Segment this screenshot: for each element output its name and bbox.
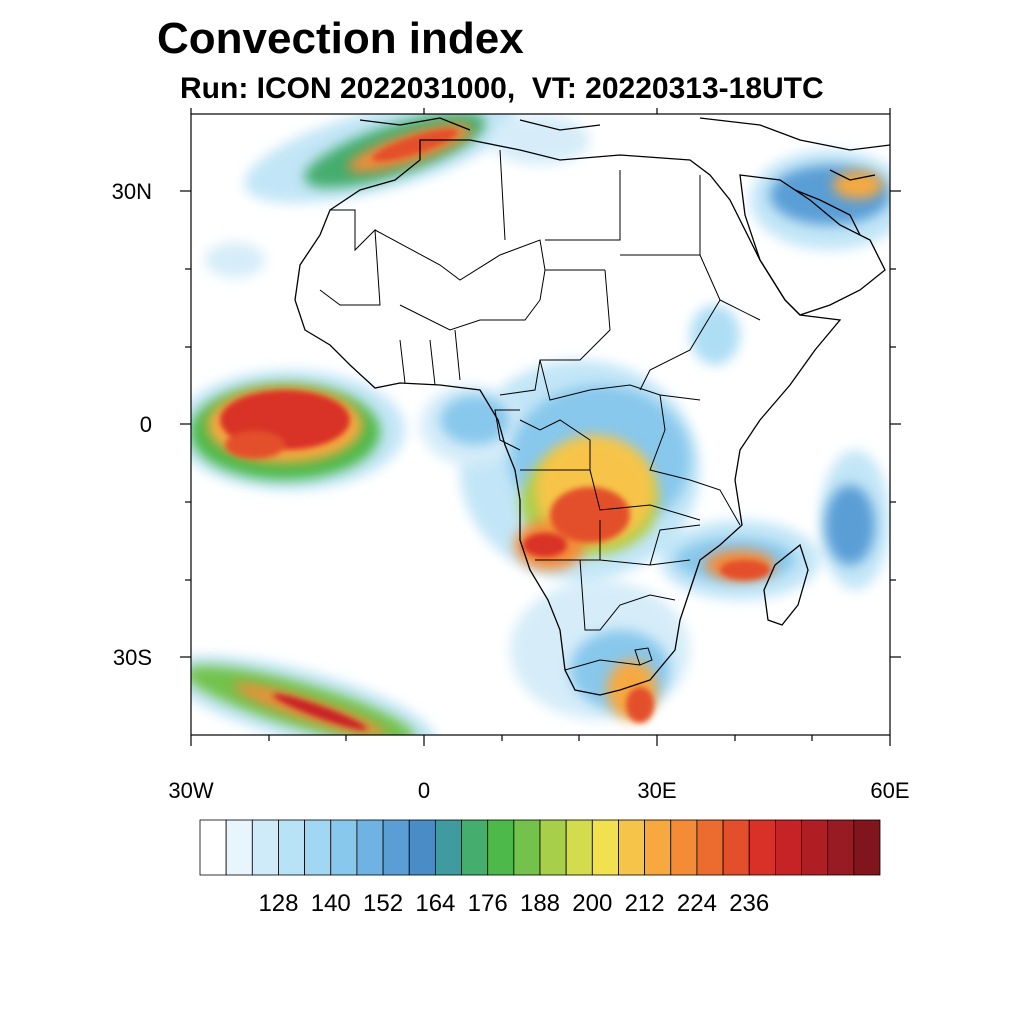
lon-label-0: 0 xyxy=(418,778,430,803)
colorbar xyxy=(199,819,881,876)
lon-label-30w: 30W xyxy=(168,778,213,803)
colorbar-swatch xyxy=(225,819,253,876)
colorbar-swatch xyxy=(801,819,829,876)
colorbar-swatch xyxy=(330,819,358,876)
lat-label-0: 0 xyxy=(140,412,152,437)
colorbar-swatch xyxy=(199,819,227,876)
colorbar-swatch xyxy=(644,819,672,876)
colorbar-swatch xyxy=(434,819,462,876)
colorbar-swatch xyxy=(774,819,802,876)
colorbar-label: 140 xyxy=(311,890,351,917)
convection-field xyxy=(191,114,890,735)
colorbar-swatch xyxy=(565,819,593,876)
map-subtitle: Run: ICON 2022031000, VT: 20220313-18UTC xyxy=(180,72,824,105)
colorbar-label: 176 xyxy=(468,890,508,917)
coastlines xyxy=(294,117,890,696)
lat-tick-labels: 30N 0 30S xyxy=(112,179,152,670)
colorbar-swatch xyxy=(853,819,881,876)
colorbar-swatch xyxy=(461,819,489,876)
colorbar-label: 128 xyxy=(258,890,298,917)
lat-label-30s: 30S xyxy=(113,645,152,670)
colorbar-label: 188 xyxy=(520,890,560,917)
colorbar-swatch xyxy=(356,819,384,876)
colorbar-swatch xyxy=(487,819,515,876)
colorbar-swatch xyxy=(722,819,750,876)
lon-label-60e: 60E xyxy=(870,778,909,803)
colorbar-label: 164 xyxy=(415,890,455,917)
map-title: Convection index xyxy=(157,14,524,63)
axis-ticks xyxy=(180,108,901,746)
colorbar-label: 200 xyxy=(572,890,612,917)
colorbar-swatch xyxy=(513,819,541,876)
colorbar-swatch xyxy=(748,819,776,876)
colorbar-swatch xyxy=(670,819,698,876)
colorbar-label: 236 xyxy=(729,890,769,917)
country-borders xyxy=(319,149,761,671)
lat-label-30n: 30N xyxy=(112,179,152,204)
colorbar-swatch xyxy=(251,819,279,876)
colorbar-label: 224 xyxy=(677,890,717,917)
colorbar-swatch xyxy=(696,819,724,876)
colorbar-swatch xyxy=(827,819,855,876)
colorbar-swatch xyxy=(278,819,306,876)
colorbar-swatch xyxy=(382,819,410,876)
lon-tick-labels: 30W 0 30E 60E xyxy=(168,778,909,803)
colorbar-label: 212 xyxy=(625,890,665,917)
colorbar-swatch xyxy=(304,819,332,876)
colorbar-swatch xyxy=(539,819,567,876)
lon-label-30e: 30E xyxy=(637,778,676,803)
colorbar-swatch xyxy=(591,819,619,876)
colorbar-labels: 128 140 152 164 176 188 200 212 224 236 xyxy=(258,890,769,917)
colorbar-swatch xyxy=(618,819,646,876)
colorbar-swatch xyxy=(408,819,436,876)
colorbar-label: 152 xyxy=(363,890,403,917)
